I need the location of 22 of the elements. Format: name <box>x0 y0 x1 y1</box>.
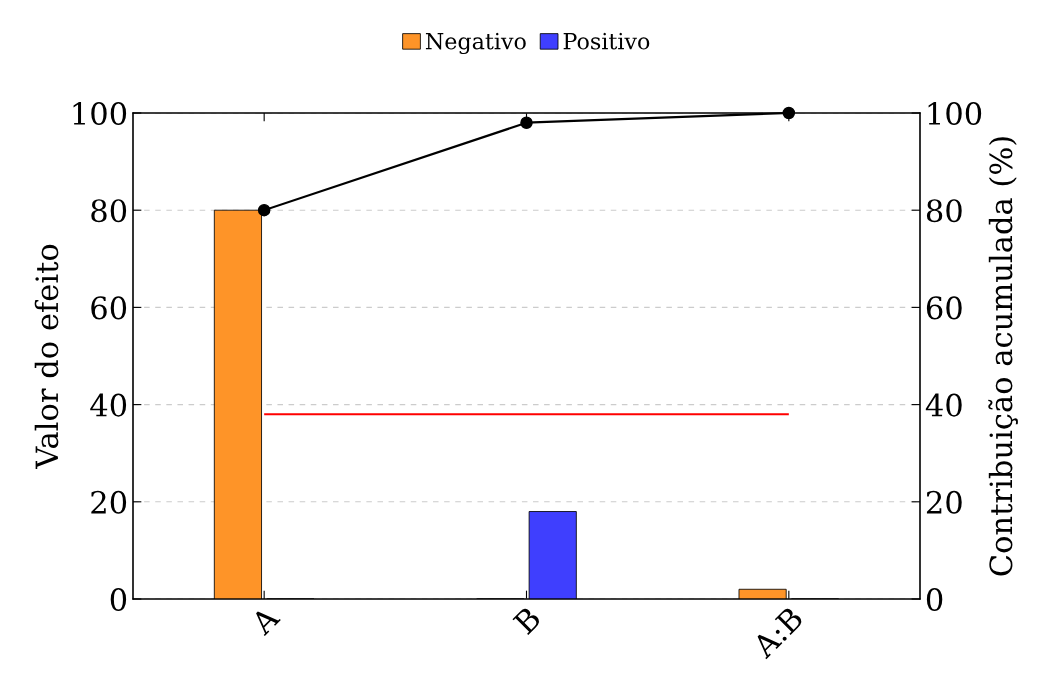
y2-tick-label: 80 <box>926 199 962 223</box>
x-tick-label: B <box>512 605 542 635</box>
y-tick-label: 80 <box>91 199 127 223</box>
y-tick-label: 20 <box>91 490 127 514</box>
point <box>520 116 533 129</box>
point <box>782 106 796 120</box>
y-axis-title: Valor do efeito <box>34 244 59 470</box>
y2-axis-title: Contribuição acumulada (%) <box>988 137 1018 576</box>
y2-tick-label: 60 <box>926 296 962 320</box>
x-tick-label: A <box>249 604 281 637</box>
y2-tick-label: 100 <box>928 101 982 126</box>
y2-tick-label: 40 <box>925 393 962 417</box>
point <box>257 203 271 217</box>
y-tick-label: 60 <box>91 296 127 320</box>
legend-label: Positivo <box>563 32 650 50</box>
y-tick-label: 0 <box>110 587 127 612</box>
y2-tick-label: 20 <box>926 490 962 514</box>
y-tick-label: 100 <box>73 101 127 126</box>
y-tick-label: 40 <box>90 393 127 417</box>
legend-label: Negativo <box>425 32 526 55</box>
y2-tick-label: 0 <box>926 587 943 612</box>
x-tick-label: A:B <box>750 605 805 660</box>
